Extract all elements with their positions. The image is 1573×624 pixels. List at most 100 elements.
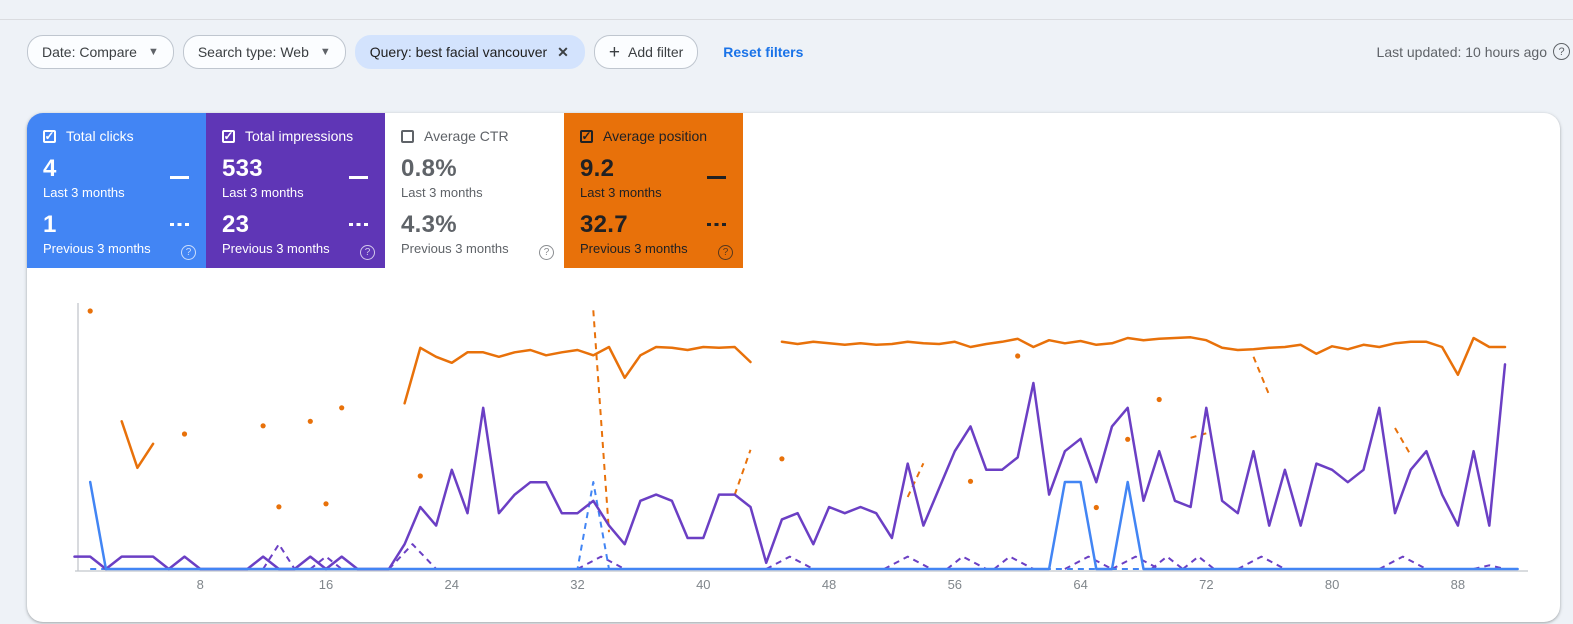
total-impressions-card[interactable]: ✓ Total impressions 533 Last 3 months 23…	[206, 113, 385, 268]
card-label: Total impressions	[245, 128, 354, 144]
average-position-previous-3-months-point	[1015, 353, 1021, 359]
previous-value: 32.7	[580, 211, 628, 238]
previous-value: 23	[222, 211, 250, 238]
solid-line-legend-icon	[170, 176, 189, 179]
checkbox-icon[interactable]: ✓	[43, 129, 56, 143]
chevron-down-icon: ▼	[147, 46, 159, 58]
add-filter-label: Add filter	[628, 44, 684, 60]
impressions-previous-3-months-line	[577, 555, 626, 570]
impressions-last-3-months-line	[73, 363, 1507, 571]
average-position-previous-3-months-point	[276, 504, 282, 510]
impressions-previous-3-months-line	[993, 555, 1034, 570]
x-tick-label-64: 64	[1073, 577, 1087, 592]
average-position-last-3-months-line	[120, 420, 155, 470]
checkbox-icon[interactable]: ✓	[401, 129, 414, 143]
date-filter-chip[interactable]: Date: Compare ▼	[27, 35, 174, 69]
current-period-label: Last 3 months	[401, 185, 483, 200]
card-header: ✓ Average CTR	[401, 128, 548, 144]
card-label: Total clicks	[66, 128, 134, 144]
current-value: 4	[43, 155, 57, 182]
impressions-previous-3-months-line	[1182, 555, 1215, 570]
checkbox-icon[interactable]: ✓	[222, 129, 235, 143]
x-tick-label-24: 24	[445, 577, 459, 592]
x-tick-label-48: 48	[822, 577, 836, 592]
impressions-previous-3-months-line	[946, 555, 987, 570]
card-header: ✓ Average position	[580, 128, 727, 144]
dashed-line-legend-icon	[170, 223, 189, 226]
current-period-label: Last 3 months	[222, 185, 304, 200]
card-label: Average position	[603, 128, 708, 144]
last-updated-status: Last updated: 10 hours ago ?	[1377, 43, 1570, 60]
search-type-filter-chip[interactable]: Search type: Web ▼	[182, 35, 346, 69]
help-icon[interactable]: ?	[1553, 43, 1570, 60]
average-position-previous-3-months-line	[1394, 427, 1412, 456]
impressions-previous-3-months-line	[1111, 555, 1160, 570]
average-position-previous-3-months-point	[87, 308, 93, 314]
header-divider	[0, 19, 1573, 20]
help-icon[interactable]: ?	[360, 245, 375, 260]
card-label: Average CTR	[424, 128, 509, 144]
current-value: 533	[222, 155, 263, 182]
average-position-previous-3-months-line	[733, 449, 752, 496]
card-header: ✓ Total impressions	[222, 128, 369, 144]
remove-filter-icon[interactable]: ✕	[557, 43, 569, 60]
average-position-card[interactable]: ✓ Average position 9.2 Last 3 months 32.…	[564, 113, 743, 268]
impressions-previous-3-months-line	[309, 555, 343, 570]
help-icon[interactable]: ?	[718, 245, 733, 260]
reset-filters-link[interactable]: Reset filters	[723, 44, 804, 60]
dashed-line-legend-icon	[349, 223, 368, 226]
average-position-previous-3-months-point	[260, 423, 266, 429]
x-tick-label-72: 72	[1199, 577, 1213, 592]
average-position-previous-3-months-line	[1252, 356, 1271, 396]
previous-value: 4.3%	[401, 211, 457, 238]
previous-period-label: Previous 3 months	[43, 241, 151, 256]
x-tick-label-80: 80	[1325, 577, 1339, 592]
checkbox-icon[interactable]: ✓	[580, 129, 593, 143]
solid-line-legend-icon	[707, 176, 726, 179]
date-filter-label: Date: Compare	[42, 44, 137, 60]
current-value: 0.8%	[401, 155, 457, 182]
average-position-previous-3-months-point	[1156, 396, 1162, 403]
impressions-previous-3-months-line	[1150, 555, 1184, 570]
impressions-previous-3-months-line	[388, 543, 437, 570]
x-tick-label-32: 32	[570, 577, 584, 592]
query-filter-chip[interactable]: Query: best facial vancouver ✕	[354, 35, 585, 69]
impressions-previous-3-months-line	[765, 555, 814, 570]
x-tick-label-40: 40	[696, 577, 710, 592]
impressions-previous-3-months-line	[1237, 555, 1286, 570]
filter-bar: Date: Compare ▼ Search type: Web ▼ Query…	[27, 35, 803, 69]
search-type-filter-label: Search type: Web	[197, 44, 309, 60]
average-position-previous-3-months-point	[181, 431, 188, 437]
performance-chart-svg: 8 16 24 32 40 48 56 64 72 80 88	[73, 303, 1528, 592]
current-value: 9.2	[580, 155, 615, 182]
query-filter-label: Query: best facial vancouver	[369, 44, 548, 60]
current-period-label: Last 3 months	[580, 185, 662, 200]
last-updated-text: Last updated: 10 hours ago	[1376, 43, 1547, 60]
total-clicks-card[interactable]: ✓ Total clicks 4 Last 3 months 1 Previou…	[27, 113, 206, 268]
previous-value: 1	[43, 211, 57, 238]
current-period-label: Last 3 months	[43, 185, 125, 200]
x-tick-label-16: 16	[319, 577, 333, 592]
previous-period-label: Previous 3 months	[222, 241, 330, 256]
add-filter-chip[interactable]: + Add filter	[593, 35, 699, 69]
previous-period-label: Previous 3 months	[580, 241, 688, 256]
impressions-previous-3-months-line	[1064, 555, 1113, 570]
average-ctr-card[interactable]: ✓ Average CTR 0.8% Last 3 months 4.3% Pr…	[385, 113, 564, 268]
help-icon[interactable]: ?	[181, 245, 196, 260]
dashed-line-legend-icon	[707, 223, 726, 226]
average-position-last-3-months-line	[780, 336, 1507, 377]
average-position-previous-3-months-point	[779, 456, 785, 462]
impressions-previous-3-months-line	[262, 543, 296, 570]
performance-report-card: ✓ Total clicks 4 Last 3 months 1 Previou…	[27, 113, 1560, 622]
x-tick-label-88: 88	[1451, 577, 1465, 592]
average-position-previous-3-months-point	[323, 501, 329, 507]
performance-chart[interactable]: 8 16 24 32 40 48 56 64 72 80 88	[27, 283, 1560, 613]
help-icon[interactable]: ?	[539, 245, 554, 260]
average-position-previous-3-months-line	[1190, 432, 1207, 439]
average-position-previous-3-months-point	[417, 473, 423, 479]
previous-period-label: Previous 3 months	[401, 241, 509, 256]
clicks-last-3-months-line	[88, 480, 1519, 571]
average-position-previous-3-months-line	[592, 310, 610, 533]
chevron-down-icon: ▼	[319, 46, 331, 58]
